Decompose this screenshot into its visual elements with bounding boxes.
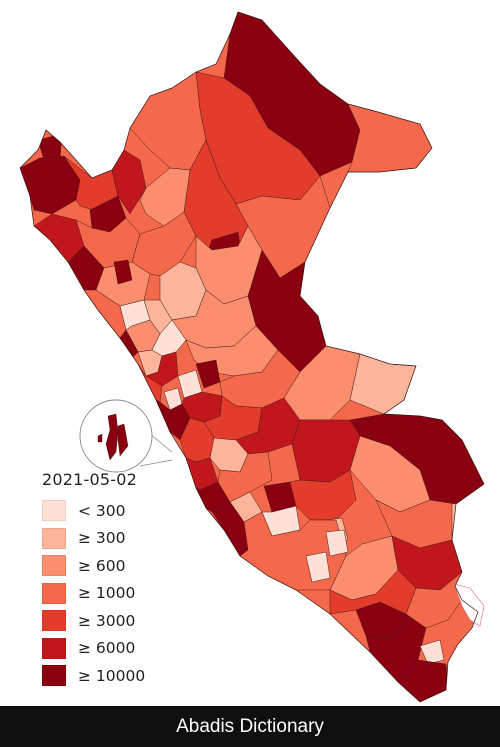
legend-swatch xyxy=(42,582,66,604)
map-area: 2021-05-02 < 300 ≥ 300 ≥ 600 ≥ 1000 ≥ 3000 ≥ … xyxy=(19,11,485,703)
callao-inset xyxy=(79,399,173,473)
footer-banner: Abadis Dictionary xyxy=(0,706,500,747)
legend-item: ≥ 3000 xyxy=(42,607,182,635)
legend-swatch xyxy=(42,637,66,659)
inset-callao-region-1 xyxy=(105,413,119,461)
footer-text: Abadis Dictionary xyxy=(176,715,324,737)
region-tacna-pale xyxy=(419,639,445,665)
region-cusco-south xyxy=(289,469,357,521)
country-outline xyxy=(19,11,485,703)
region-loreto-east xyxy=(347,103,433,173)
legend-swatch xyxy=(42,555,66,577)
region-arequipa-pale-2 xyxy=(325,529,349,557)
legend-label: ≥ 300 xyxy=(78,529,126,548)
legend-item: ≥ 300 xyxy=(42,525,182,553)
legend-item: < 300 xyxy=(42,497,182,525)
inset-callao-region-2 xyxy=(117,423,129,457)
legend-label: < 300 xyxy=(78,501,126,520)
legend-title: 2021-05-02 xyxy=(42,470,137,489)
region-lalibertad-small xyxy=(113,259,133,285)
legend-label: ≥ 6000 xyxy=(78,639,136,658)
legend-label: ≥ 10000 xyxy=(78,666,146,685)
region-arequipa-pale-1 xyxy=(305,551,331,583)
legend-label: ≥ 1000 xyxy=(78,584,136,603)
legend-item: ≥ 1000 xyxy=(42,580,182,608)
inset-callao-island xyxy=(97,433,103,443)
legend-swatch xyxy=(42,527,66,549)
legend-swatch xyxy=(42,610,66,632)
legend-item: ≥ 6000 xyxy=(42,635,182,663)
legend-item: ≥ 10000 xyxy=(42,662,182,690)
legend-swatch xyxy=(42,665,66,687)
region-puno-pale xyxy=(451,499,481,561)
legend-label: ≥ 3000 xyxy=(78,611,136,630)
legend-items: < 300 ≥ 300 ≥ 600 ≥ 1000 ≥ 3000 ≥ 6000 ≥ 10000 xyxy=(42,497,182,690)
inset-connector-bottom xyxy=(139,459,173,467)
map-legend: 2021-05-02 < 300 ≥ 300 ≥ 600 ≥ 1000 ≥ 3000 ≥ … xyxy=(42,470,182,690)
legend-label: ≥ 600 xyxy=(78,556,126,575)
peru-choropleth-map xyxy=(19,11,485,703)
legend-swatch xyxy=(42,500,66,522)
legend-item: ≥ 600 xyxy=(42,552,182,580)
